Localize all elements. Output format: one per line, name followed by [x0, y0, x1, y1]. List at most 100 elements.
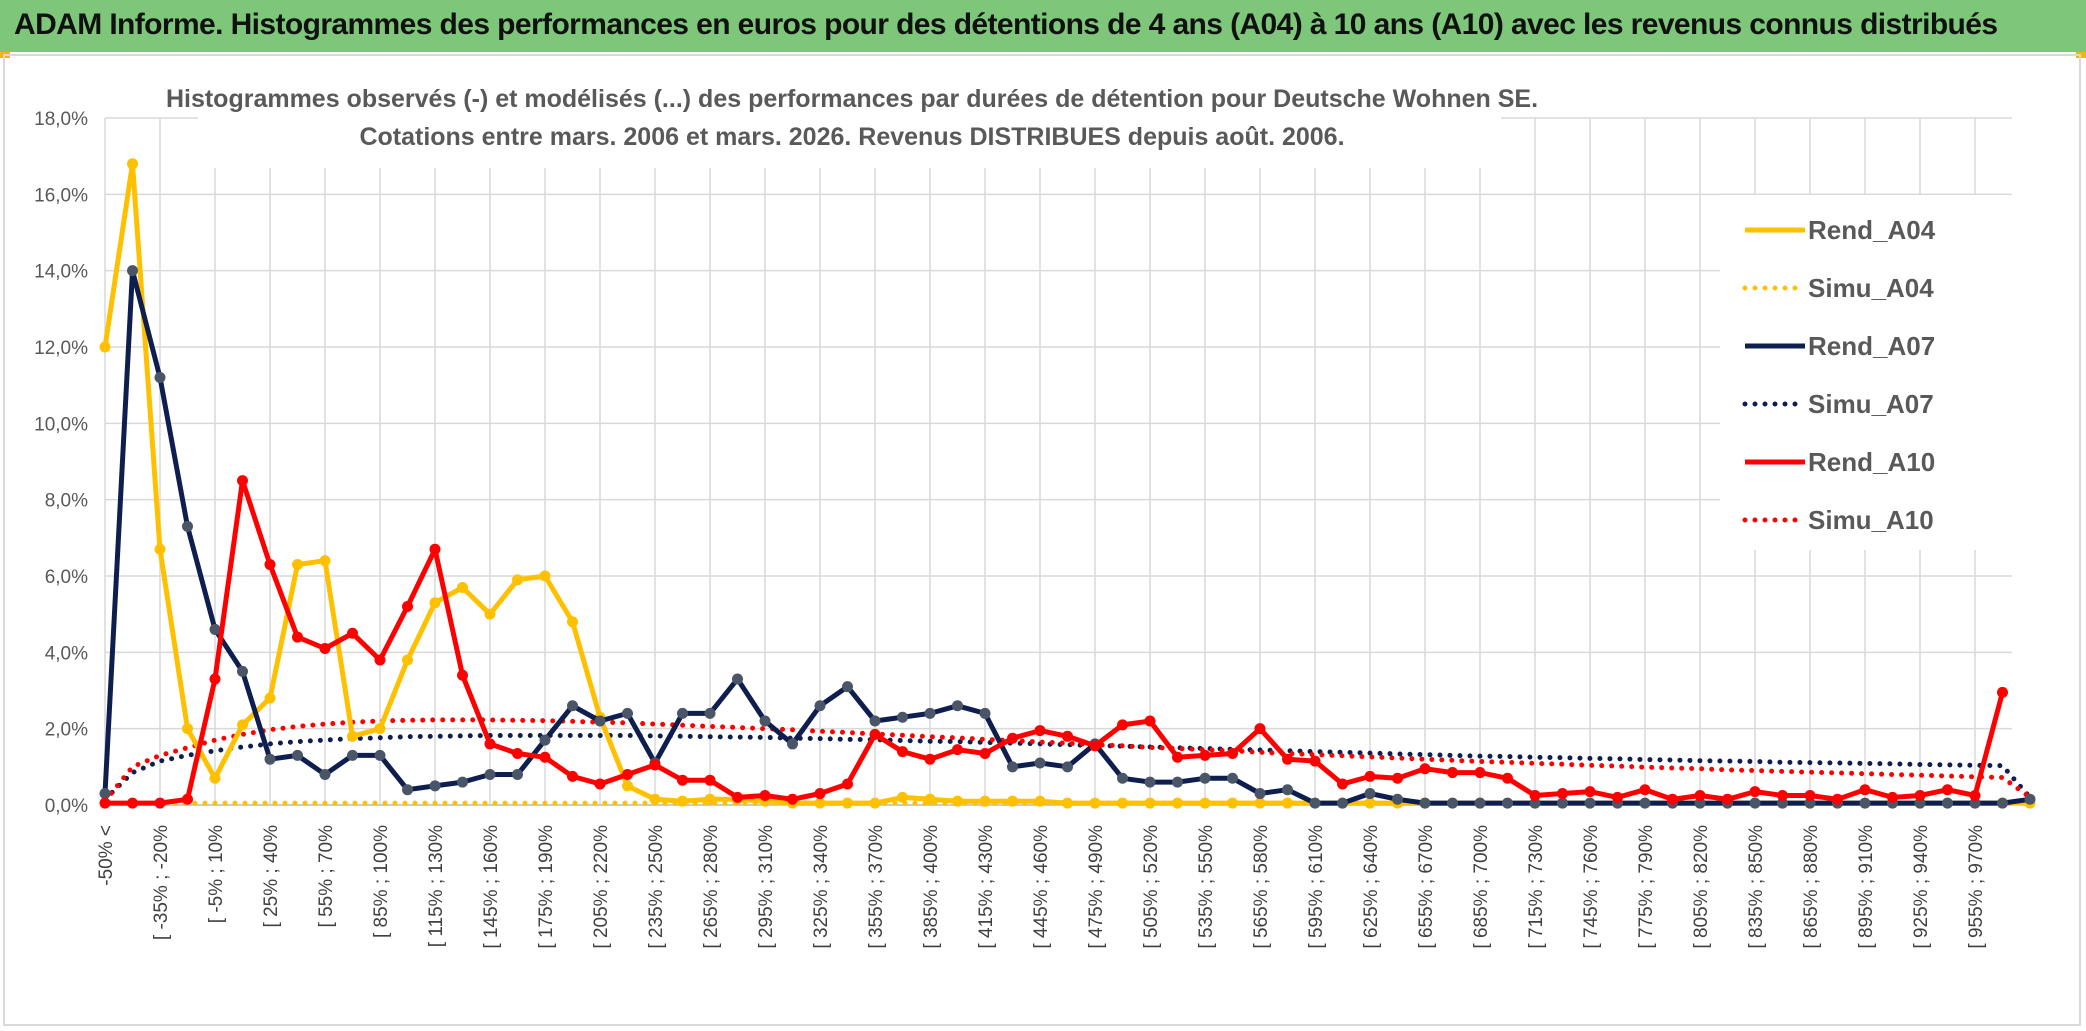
data-point-rend_a04	[209, 772, 221, 784]
data-point-rend_a10	[1282, 753, 1293, 765]
data-point-rend_a04	[182, 723, 193, 735]
data-point-rend_a07	[2024, 793, 2036, 805]
data-point-rend_a07	[814, 700, 826, 712]
series-line-rend_a10	[105, 478, 2005, 806]
data-point-rend_a10	[594, 778, 606, 790]
data-point-rend_a10	[1227, 747, 1238, 759]
x-tick-label: [ 55% ; 70%	[316, 825, 337, 928]
data-point-rend_a10	[1172, 751, 1183, 763]
data-point-rend_a04	[622, 780, 633, 792]
data-point-rend_a04	[677, 795, 688, 807]
data-point-rend_a10	[1584, 786, 1596, 798]
data-point-rend_a07	[1282, 784, 1293, 796]
x-tick-label: [ 355% ; 370%	[866, 825, 887, 949]
data-point-rend_a07	[1529, 797, 1541, 809]
data-point-rend_a04	[952, 795, 963, 807]
data-point-rend_a04	[1199, 797, 1211, 809]
data-point-rend_a10	[952, 744, 963, 756]
data-point-rend_a07	[1942, 797, 1953, 809]
data-point-rend_a07	[1144, 776, 1156, 788]
x-tick-label: [ 925% ; 940%	[1911, 825, 1932, 949]
data-point-rend_a04	[292, 559, 303, 571]
x-tick-label: [ 115% ; 130%	[426, 825, 447, 947]
x-tick-label: [ 835% ; 850%	[1746, 825, 1767, 949]
data-point-rend_a04	[429, 597, 441, 609]
chart-legend: Rend_A04 Simu_A04 Rend_A07 Simu_A07 Rend_A10…	[1742, 215, 1936, 535]
data-point-rend_a07	[292, 749, 303, 761]
x-tick-label: [ 955% ; 970%	[1966, 825, 1987, 949]
x-tick-label: [ 685% ; 700%	[1471, 825, 1492, 949]
data-point-rend_a07	[869, 715, 881, 727]
x-tick-label: [ 325% ; 340%	[811, 825, 832, 949]
data-point-rend_a10	[484, 738, 496, 750]
data-point-rend_a07	[622, 707, 633, 719]
data-point-rend_a10	[347, 627, 358, 639]
x-tick-label: [ 235% ; 250%	[646, 825, 667, 949]
data-point-rend_a04	[1034, 795, 1046, 807]
data-point-rend_a07	[1749, 797, 1761, 809]
data-point-rend_a10	[319, 643, 331, 655]
data-point-rend_a10	[924, 753, 936, 765]
data-point-rend_a07	[1694, 797, 1706, 809]
data-point-rend_a07	[319, 768, 331, 780]
y-tick-label: 12,0%	[34, 338, 88, 359]
data-point-rend_a07	[1502, 797, 1513, 809]
data-point-rend_a07	[484, 768, 496, 780]
x-tick-label: [ 595% ; 610%	[1306, 825, 1327, 949]
data-point-rend_a10	[787, 793, 798, 805]
data-point-rend_a10	[1199, 749, 1211, 761]
legend-label-rend_a07: Rend_A07	[1808, 331, 1935, 361]
y-tick-label: 4,0%	[45, 643, 88, 664]
data-point-rend_a10	[814, 788, 826, 800]
legend-label-simu_a10: Simu_A10	[1808, 505, 1934, 535]
data-point-rend_a04	[99, 341, 111, 353]
data-point-rend_a04	[539, 570, 551, 582]
x-tick-label: [ 535% ; 550%	[1196, 825, 1217, 949]
data-point-rend_a07	[1997, 797, 2008, 809]
data-point-rend_a04	[1062, 797, 1073, 809]
legend-label-simu_a07: Simu_A07	[1808, 389, 1934, 419]
x-tick-label: [ 565% ; 580%	[1251, 825, 1272, 949]
data-point-rend_a10	[1557, 788, 1568, 800]
data-point-rend_a10	[732, 791, 743, 803]
data-point-rend_a04	[924, 793, 936, 805]
data-point-rend_a07	[567, 700, 578, 712]
y-tick-label: 14,0%	[34, 262, 88, 283]
data-point-rend_a04	[1364, 797, 1376, 809]
data-point-rend_a04	[484, 608, 496, 620]
data-point-rend_a04	[1172, 797, 1183, 809]
data-point-rend_a10	[567, 770, 578, 782]
x-tick-label: [ 445% ; 460%	[1031, 825, 1052, 949]
data-point-rend_a04	[457, 581, 468, 593]
x-tick-label: [ 265% ; 280%	[701, 825, 722, 949]
x-tick-label: [ 775% ; 790%	[1636, 825, 1657, 949]
x-tick-label: [ 505% ; 520%	[1141, 825, 1162, 949]
data-point-rend_a04	[814, 797, 826, 809]
data-point-rend_a07	[99, 788, 111, 800]
data-point-rend_a04	[1254, 797, 1266, 809]
data-point-rend_a07	[1172, 776, 1183, 788]
data-point-rend_a10	[429, 543, 441, 555]
data-point-rend_a10	[1062, 730, 1073, 742]
data-point-rend_a07	[1859, 797, 1871, 809]
data-point-rend_a04	[567, 616, 578, 628]
data-point-rend_a10	[1749, 786, 1761, 798]
y-tick-label: 10,0%	[34, 414, 88, 435]
data-point-rend_a10	[1447, 767, 1458, 779]
data-point-rend_a07	[347, 749, 358, 761]
report-title: ADAM Informe. Histogrammes des performan…	[14, 8, 1998, 41]
data-point-rend_a07	[1777, 797, 1788, 809]
data-point-rend_a07	[154, 372, 166, 384]
data-point-rend_a10	[759, 789, 771, 801]
data-point-rend_a07	[897, 711, 908, 723]
data-point-rend_a10	[1997, 686, 2008, 698]
data-point-rend_a04	[1089, 797, 1101, 809]
data-point-rend_a10	[1474, 767, 1486, 779]
data-point-rend_a07	[457, 776, 468, 788]
data-point-rend_a04	[979, 795, 991, 807]
data-point-rend_a07	[1914, 797, 1926, 809]
data-point-rend_a07	[842, 681, 853, 693]
data-point-rend_a10	[1612, 791, 1623, 803]
data-point-rend_a07	[594, 715, 606, 727]
data-point-rend_a10	[99, 797, 111, 809]
